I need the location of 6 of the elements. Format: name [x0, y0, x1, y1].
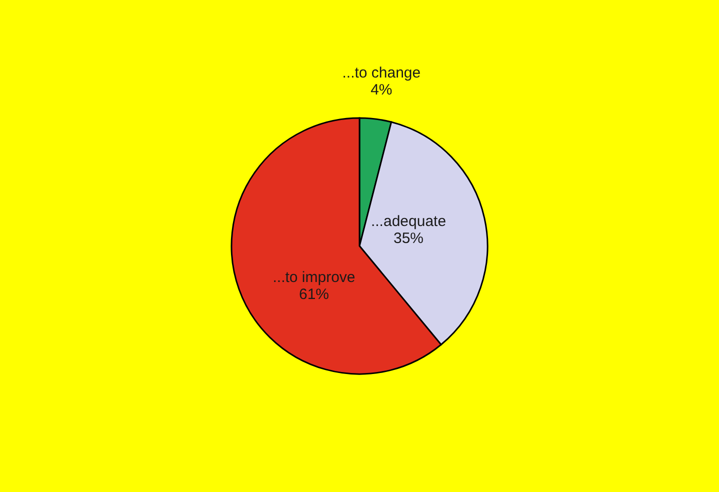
slice-label: ...to improve — [272, 268, 356, 286]
slice-label: ...to change — [342, 64, 421, 82]
data-label: 61% — [298, 286, 330, 303]
data-label: 4% — [370, 81, 392, 98]
data-label: 35% — [393, 230, 424, 248]
slice-label: ...adequate — [370, 213, 446, 230]
